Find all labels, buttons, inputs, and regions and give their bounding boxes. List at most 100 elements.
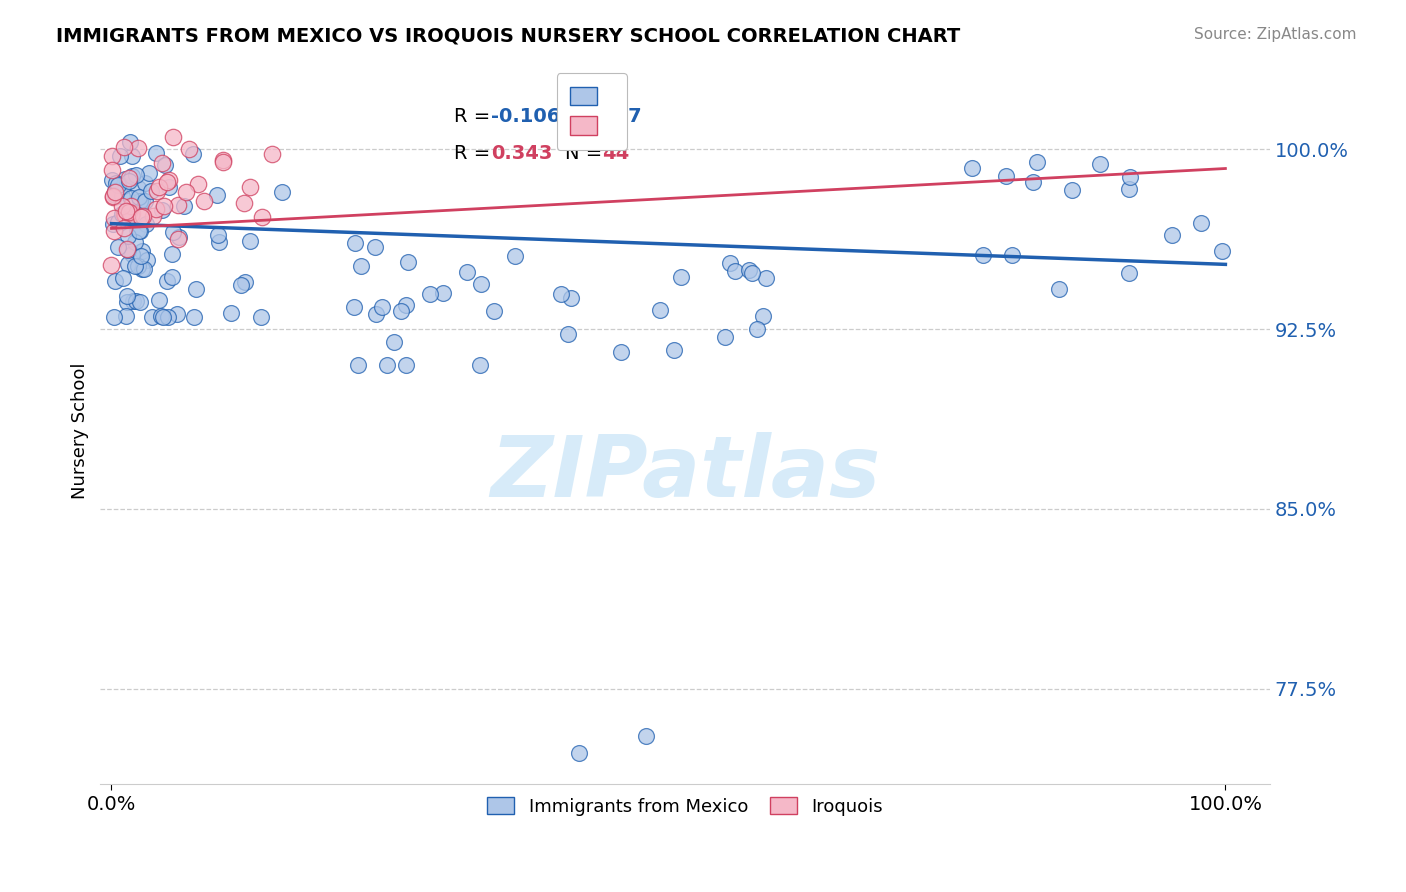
Point	[193, 194, 215, 208]
Point	[129, 249, 152, 263]
Point	[155, 274, 177, 288]
Point	[270, 185, 292, 199]
Point	[346, 358, 368, 372]
Point	[364, 240, 387, 254]
Point	[100, 173, 122, 187]
Point	[111, 199, 134, 213]
Point	[103, 187, 125, 202]
Point	[219, 306, 242, 320]
Point	[112, 140, 135, 154]
Point	[101, 149, 124, 163]
Point	[1026, 155, 1049, 169]
Point	[118, 174, 141, 188]
Point	[142, 209, 165, 223]
Point	[211, 153, 233, 167]
Point	[456, 265, 478, 279]
Point	[160, 269, 183, 284]
Point	[994, 169, 1017, 184]
Point	[160, 247, 183, 261]
Point	[157, 172, 180, 186]
Point	[124, 235, 146, 249]
Point	[149, 309, 172, 323]
Point	[141, 310, 163, 324]
Point	[112, 207, 135, 221]
Point	[104, 274, 127, 288]
Point	[174, 185, 197, 199]
Point	[162, 225, 184, 239]
Point	[394, 298, 416, 312]
Point	[111, 207, 134, 221]
Point	[107, 239, 129, 253]
Point	[157, 310, 180, 324]
Point	[664, 343, 686, 357]
Point	[650, 303, 672, 318]
Point	[117, 243, 139, 257]
Point	[127, 259, 149, 273]
Text: Source: ZipAtlas.com: Source: ZipAtlas.com	[1194, 27, 1357, 42]
Point	[724, 264, 747, 278]
Point	[101, 163, 124, 178]
Point	[718, 256, 741, 270]
Point	[129, 194, 152, 208]
Point	[121, 293, 143, 308]
Point	[104, 185, 127, 199]
Point	[129, 210, 152, 224]
Point	[239, 180, 262, 194]
Point	[121, 206, 143, 220]
Text: 44: 44	[602, 144, 630, 162]
Point	[127, 141, 149, 155]
Point	[669, 269, 692, 284]
Point	[396, 255, 419, 269]
Point	[468, 358, 491, 372]
Point	[738, 262, 761, 277]
Point	[751, 309, 773, 323]
Point	[115, 295, 138, 310]
Point	[101, 190, 124, 204]
Point	[432, 286, 454, 301]
Point	[382, 334, 405, 349]
Point	[124, 259, 146, 273]
Point	[1022, 175, 1045, 189]
Point	[1047, 282, 1070, 296]
Point	[1189, 216, 1212, 230]
Point	[138, 166, 160, 180]
Point	[167, 198, 190, 212]
Point	[117, 289, 139, 303]
Point	[1118, 266, 1140, 280]
Point	[128, 190, 150, 204]
Point	[503, 249, 526, 263]
Point	[104, 177, 127, 191]
Point	[120, 208, 142, 222]
Point	[114, 172, 136, 186]
Text: ZIPatlas: ZIPatlas	[491, 432, 880, 515]
Point	[229, 278, 252, 293]
Point	[107, 178, 129, 192]
Point	[148, 293, 170, 308]
Point	[131, 194, 153, 209]
Point	[120, 136, 142, 150]
Point	[166, 307, 188, 321]
Point	[375, 358, 398, 372]
Point	[134, 194, 156, 209]
Point	[350, 260, 373, 274]
Point	[560, 292, 582, 306]
Point	[112, 271, 135, 285]
Point	[250, 310, 273, 324]
Point	[111, 189, 134, 203]
Y-axis label: Nursery School: Nursery School	[72, 363, 89, 500]
Point	[419, 286, 441, 301]
Point	[177, 142, 200, 156]
Point	[103, 223, 125, 237]
Point	[181, 146, 204, 161]
Point	[610, 345, 633, 359]
Point	[145, 145, 167, 160]
Point	[101, 217, 124, 231]
Point	[132, 209, 155, 223]
Text: R =: R =	[454, 144, 496, 162]
Point	[212, 155, 235, 169]
Point	[101, 189, 124, 203]
Point	[482, 304, 505, 318]
Point	[146, 184, 169, 198]
Point	[233, 276, 256, 290]
Point	[125, 293, 148, 308]
